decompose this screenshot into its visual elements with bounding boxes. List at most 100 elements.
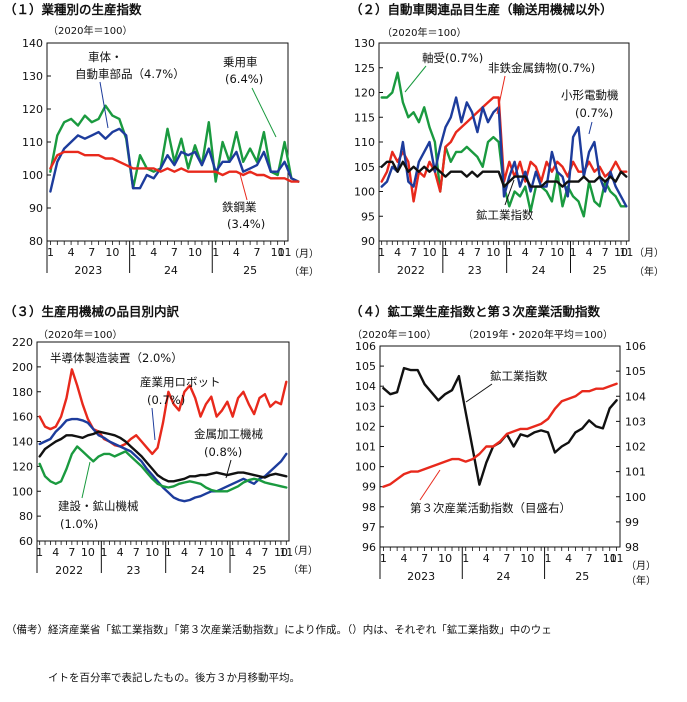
- label-passenger-car-1: 乗用車: [223, 55, 258, 69]
- x-tick-label: 10: [486, 246, 500, 259]
- x-tick-label: 1: [36, 546, 43, 559]
- y-tick-label: 106: [355, 340, 376, 353]
- panel-2-x-unit: （月）: [634, 247, 664, 259]
- y-tick-label: 100: [354, 186, 375, 199]
- x-tick-label: 7: [171, 246, 178, 259]
- x-tick-label: 1: [442, 246, 449, 259]
- y-tick-label: 80: [19, 510, 33, 523]
- leader-bearing: [404, 65, 427, 93]
- x-tick-label: 1: [130, 246, 137, 259]
- x-tick-label: 1: [378, 246, 385, 259]
- y-tick-label: 104: [355, 380, 376, 393]
- y-tick-label: 96: [362, 541, 376, 554]
- panel-4-unit-left: （2020年＝100）: [352, 328, 437, 341]
- x-tick-label: 11: [278, 246, 292, 259]
- label-bearing: 軸受(0.7%): [422, 51, 483, 65]
- year-label: 2022: [55, 564, 83, 577]
- y-tick-label: 100: [355, 461, 376, 474]
- panel-1-labels: 車体・ 自動車部品（4.7%） 乗用車 (6.4%) 鉄鋼業 (3.4%): [75, 50, 277, 231]
- x-tick-label: 4: [117, 546, 124, 559]
- label-robot-1: 産業用ロボット: [140, 375, 221, 389]
- panel-2-title: （２）自動車関連品目生産（輸送用機械以外）: [350, 2, 613, 17]
- x-tick-label: 7: [88, 246, 95, 259]
- footnote-line-1: （備考）経済産業省「鉱工業指数」「第３次産業活動指数」により作成。（）内は、それ…: [6, 624, 552, 636]
- y-tick-label: 160: [12, 411, 33, 424]
- series-line-red: [382, 382, 618, 488]
- y-right-tick-label: 105: [625, 365, 646, 378]
- series-line-red: [49, 150, 300, 183]
- x-tick-label: 1: [101, 546, 108, 559]
- y-tick-label: 100: [12, 485, 33, 498]
- y-tick-label: 105: [354, 161, 375, 174]
- x-tick-label: 10: [210, 546, 224, 559]
- label-nonferrous: 非鉄金属鋳物(0.7%): [488, 61, 595, 75]
- y-right-tick-label: 98: [625, 541, 639, 554]
- year-label: 25: [593, 264, 607, 277]
- x-tick-label: 10: [520, 552, 534, 565]
- panel-3-y-ticks: 220 200 180 160 140 120 100 80 60: [12, 336, 41, 548]
- y-tick-label: 110: [354, 136, 375, 149]
- y-tick-label: 80: [29, 235, 43, 248]
- leader-tertiary: [419, 469, 441, 501]
- panel-4: （４）鉱工業生産指数と第３次産業活動指数 （2020年＝100） （2019年・…: [350, 304, 656, 587]
- x-tick-label: 7: [68, 546, 75, 559]
- panel-2-y-ticks: 130 125 120 115 110 105 100 95 90: [354, 37, 383, 248]
- panel-4-labels: 鉱工業指数 第３次産業活動指数（目盛右）: [410, 369, 571, 515]
- x-tick-label: 7: [421, 552, 428, 565]
- label-mining-4: 鉱工業指数: [490, 369, 548, 383]
- panel-4-y-ticks-right: 106 105 104 103 102 101 100 99 98: [616, 340, 646, 554]
- label-small-motor-1: 小形電動機: [561, 88, 619, 102]
- series-line-blue: [49, 127, 300, 193]
- x-tick-label: 7: [197, 546, 204, 559]
- panel-2-year-unit: （年）: [634, 265, 664, 278]
- panel-3-title: （３）生産用機械の品目別内訳: [4, 304, 180, 319]
- series-line-red: [38, 368, 288, 456]
- label-mining-2: 鉱工業指数: [476, 208, 534, 222]
- y-tick-label: 120: [354, 87, 375, 100]
- panel-3-year-unit: （年）: [288, 563, 318, 576]
- y-tick-label: 99: [362, 481, 376, 494]
- label-steel-2: (3.4%): [227, 217, 265, 231]
- x-tick-label: 1: [380, 552, 387, 565]
- label-car-body-2: 自動車部品（4.7%）: [75, 67, 185, 81]
- year-label: 23: [468, 264, 482, 277]
- x-tick-label: 7: [133, 546, 140, 559]
- panel-3-plot: [36, 341, 290, 542]
- y-tick-label: 102: [355, 420, 376, 433]
- y-tick-label: 110: [22, 136, 43, 149]
- x-tick-label: 4: [565, 552, 572, 565]
- panel-1-plot: [46, 42, 300, 242]
- x-tick-label: 1: [229, 546, 236, 559]
- x-tick-label: 10: [105, 246, 119, 259]
- panel-4-x-unit: （月）: [626, 560, 656, 572]
- y-tick-label: 200: [12, 361, 33, 374]
- y-right-tick-label: 104: [625, 390, 646, 403]
- leader-small-motor: [588, 121, 593, 135]
- label-semiconductor: 半導体製造装置（2.0%）: [50, 351, 183, 365]
- y-tick-label: 125: [354, 62, 375, 75]
- y-right-tick-label: 103: [625, 415, 646, 428]
- panel-4-y-ticks-left: 106 105 104 103 102 101 100 99 98 97 96: [355, 340, 384, 554]
- x-tick-label: 7: [602, 246, 609, 259]
- y-right-tick-label: 99: [625, 516, 639, 529]
- y-tick-label: 103: [355, 400, 376, 413]
- footnote: （備考）経済産業省「鉱工業指数」「第３次産業活動指数」により作成。（）内は、それ…: [6, 590, 682, 702]
- leader-nonferrous: [496, 75, 506, 115]
- x-tick-label: 7: [254, 246, 261, 259]
- year-label: 24: [164, 264, 178, 277]
- y-tick-label: 97: [362, 521, 376, 534]
- x-tick-label: 4: [68, 246, 75, 259]
- leader-steel: [239, 173, 248, 201]
- panel-1-y-ticks: 140 130 120 110 100 90 80: [22, 37, 51, 248]
- year-label: 23: [127, 564, 141, 577]
- leader-mining-2: [504, 179, 515, 206]
- x-tick-label: 10: [274, 546, 288, 559]
- year-label: 24: [496, 570, 510, 583]
- leader-passenger-car: [251, 87, 277, 138]
- footnote-line-2: イトを百分率で表記したもの。後方３か月移動平均。: [6, 672, 300, 684]
- y-tick-label: 220: [12, 336, 33, 349]
